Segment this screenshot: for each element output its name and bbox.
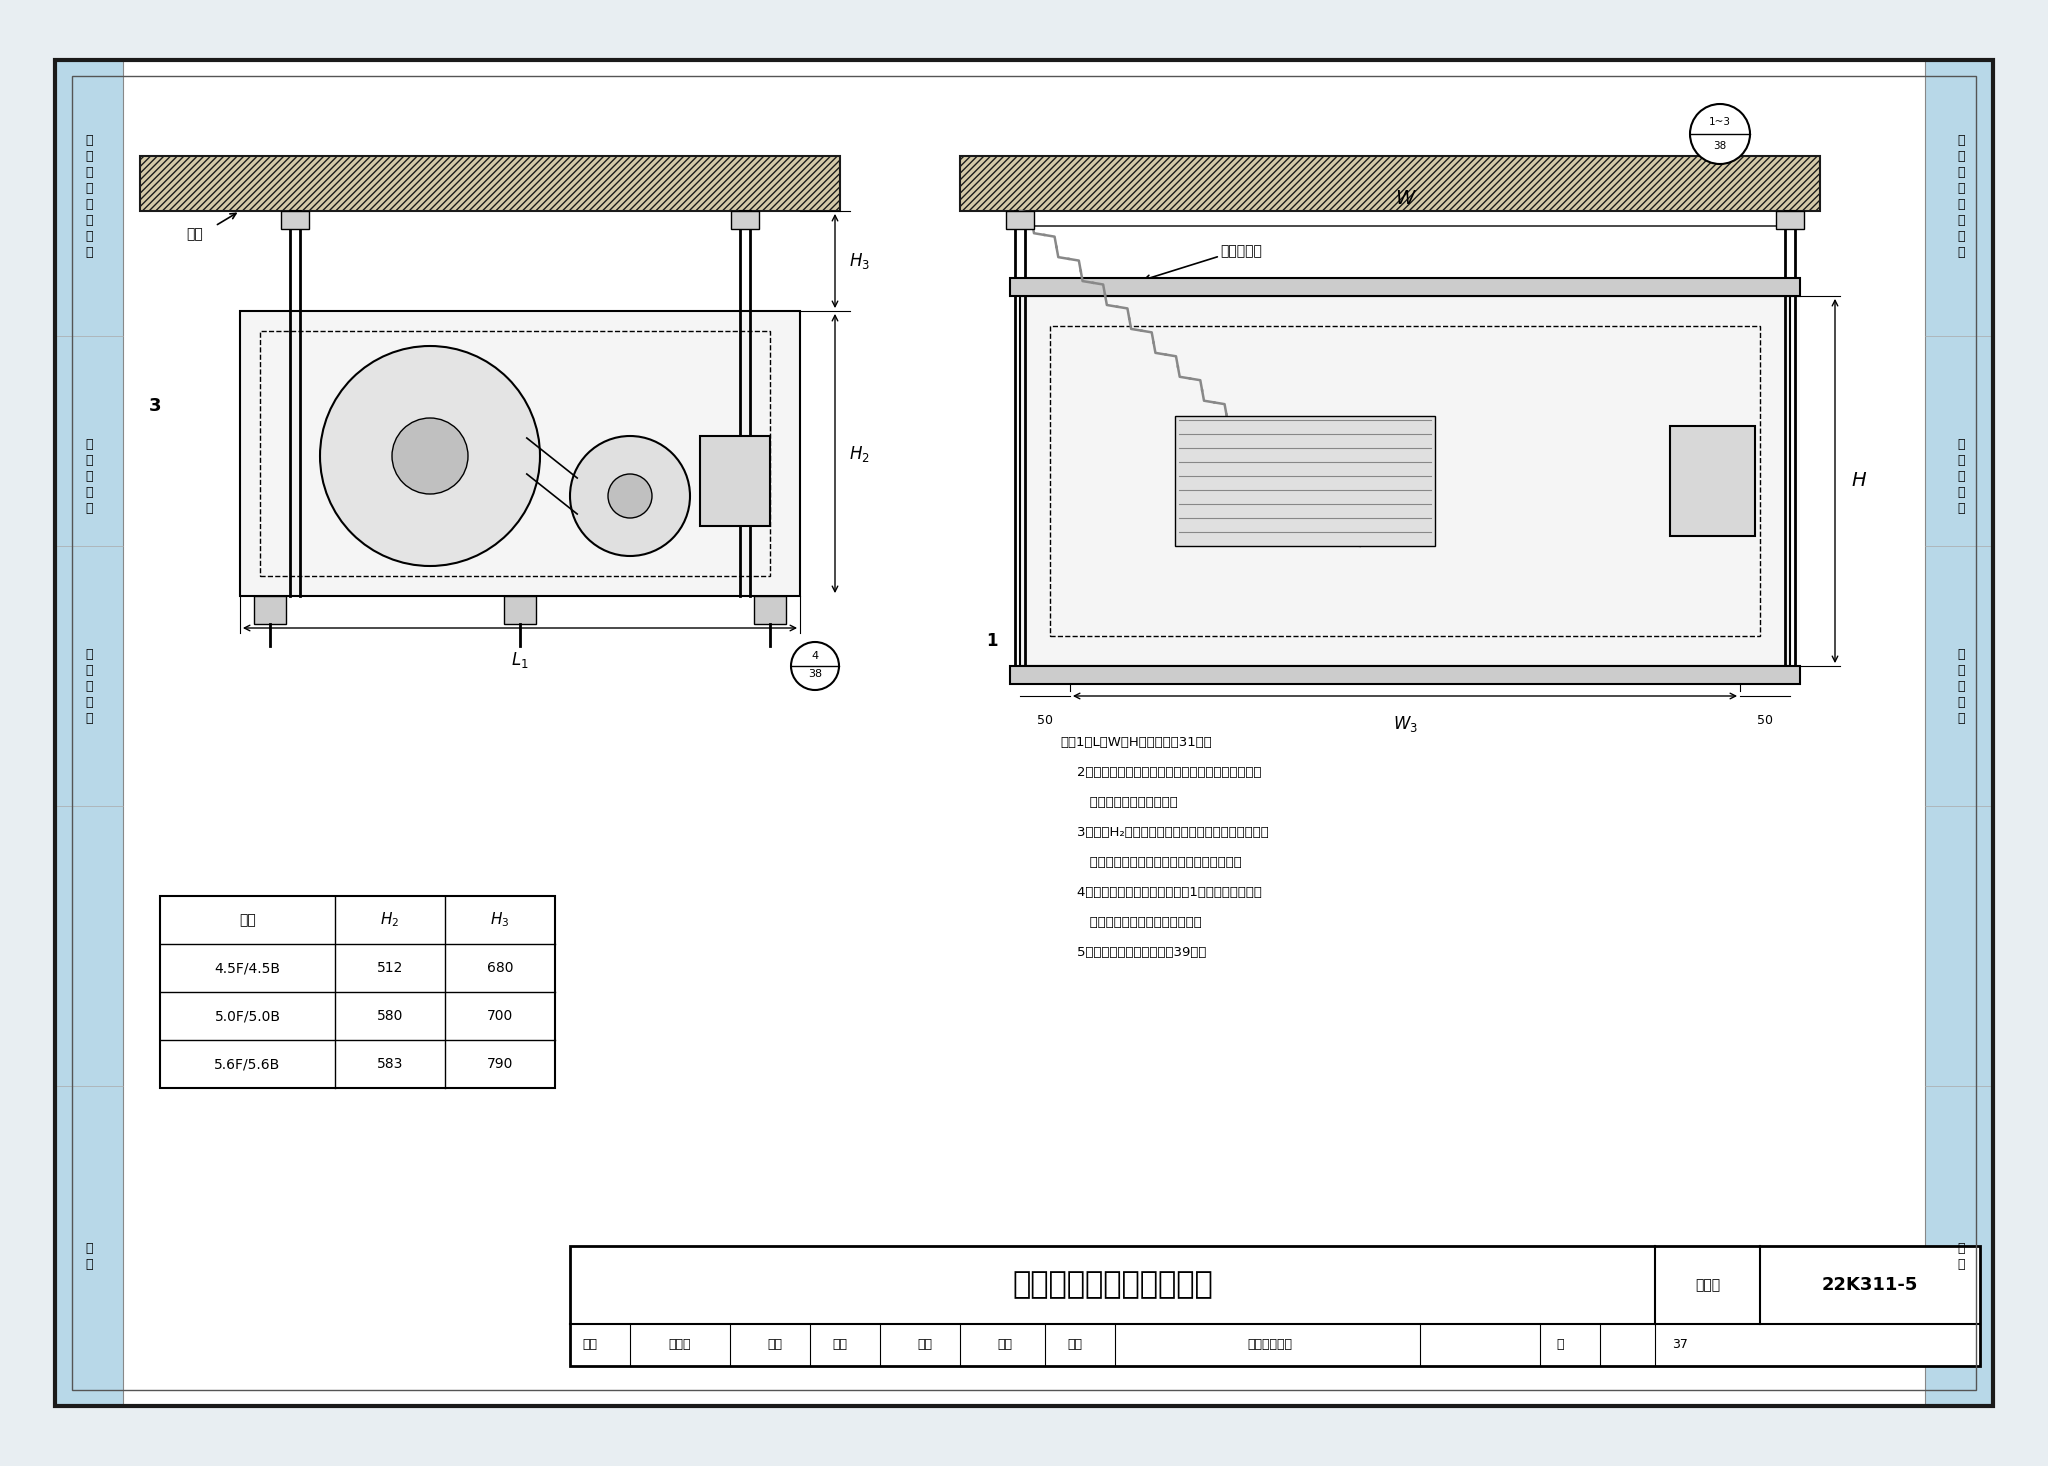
Text: 设计: 设计 — [1067, 1338, 1083, 1352]
Bar — [1010, 666, 1800, 685]
Text: 4.5F/4.5B: 4.5F/4.5B — [215, 962, 281, 975]
Text: 38: 38 — [1714, 141, 1726, 151]
Text: 50: 50 — [1036, 714, 1053, 727]
Circle shape — [569, 435, 690, 556]
Text: 根据工程实际情况确定。: 根据工程实际情况确定。 — [1061, 796, 1178, 809]
Text: 5.0F/5.0B: 5.0F/5.0B — [215, 1009, 281, 1023]
Text: 3．表中H₂为最小尺寸，最大尺寸根据成品抗震斜撑: 3．表中H₂为最小尺寸，最大尺寸根据成品抗震斜撑 — [1061, 825, 1270, 839]
Text: 杆材料、规格、长度及抗震设计综合确定。: 杆材料、规格、长度及抗震设计综合确定。 — [1061, 856, 1241, 869]
Text: 2．成品抗震斜撑杆的材料、规格、长度由设计人员: 2．成品抗震斜撑杆的材料、规格、长度由设计人员 — [1061, 767, 1262, 778]
Text: 防
排
烟
风
管: 防 排 烟 风 管 — [1958, 648, 1964, 724]
Bar — [160, 896, 555, 1088]
Text: $H_3$: $H_3$ — [489, 910, 510, 929]
Text: W: W — [1395, 189, 1415, 208]
Text: 50: 50 — [1757, 714, 1774, 727]
Text: 4: 4 — [811, 651, 819, 661]
Text: 583: 583 — [377, 1057, 403, 1072]
Text: 700: 700 — [487, 1009, 514, 1023]
Text: 附
录: 附 录 — [1958, 1242, 1964, 1271]
Text: 580: 580 — [377, 1009, 403, 1023]
Bar — [55, 60, 123, 1406]
Bar — [139, 155, 840, 211]
Text: 790: 790 — [487, 1057, 514, 1072]
Bar — [1020, 296, 1790, 666]
Circle shape — [791, 642, 840, 690]
Text: 页: 页 — [1556, 1338, 1565, 1352]
Bar — [254, 597, 287, 625]
Bar — [1010, 279, 1800, 296]
Bar — [569, 1246, 1980, 1366]
Bar — [1776, 211, 1804, 229]
Text: 5.6F/5.6B: 5.6F/5.6B — [215, 1057, 281, 1072]
Text: 注：1．L、W、H的尺寸见第31页。: 注：1．L、W、H的尺寸见第31页。 — [1061, 736, 1212, 749]
Text: 消
防
排
烟
风
机
安
装: 消 防 排 烟 风 机 安 装 — [86, 133, 92, 258]
Text: 审核: 审核 — [582, 1338, 598, 1352]
Text: 离心式排烟风机槽钢吊装: 离心式排烟风机槽钢吊装 — [1012, 1271, 1212, 1299]
Text: 他形式需要设计人员进行复核。: 他形式需要设计人员进行复核。 — [1061, 916, 1202, 929]
Bar — [1925, 60, 1993, 1406]
Text: 附
录: 附 录 — [86, 1242, 92, 1271]
Text: 楼板: 楼板 — [186, 227, 203, 240]
Bar — [504, 597, 537, 625]
Circle shape — [608, 474, 651, 517]
Text: 防
火
阀
安
装: 防 火 阀 安 装 — [1958, 437, 1964, 515]
Bar — [754, 597, 786, 625]
Text: 樊建勋: 樊建勋 — [670, 1338, 692, 1352]
Text: 比宝: 比宝 — [997, 1338, 1012, 1352]
Text: $W_3$: $W_3$ — [1393, 714, 1417, 734]
Text: $H_3$: $H_3$ — [850, 251, 870, 271]
Text: 680: 680 — [487, 962, 514, 975]
Text: 5．材料明细表见本图集第39页。: 5．材料明细表见本图集第39页。 — [1061, 946, 1206, 959]
Circle shape — [391, 418, 469, 494]
Text: 防
火
阀
安
装: 防 火 阀 安 装 — [86, 437, 92, 515]
Text: 张宽: 张宽 — [918, 1338, 932, 1352]
Text: $H_2$: $H_2$ — [850, 444, 870, 463]
Text: 3: 3 — [150, 397, 162, 415]
Text: 37: 37 — [1671, 1338, 1688, 1352]
Circle shape — [1690, 104, 1749, 164]
Bar — [961, 155, 1821, 211]
Bar — [700, 435, 770, 526]
Bar — [1006, 211, 1034, 229]
Text: 张欣然张绪基: 张欣然张绪基 — [1247, 1338, 1292, 1352]
Bar — [1051, 325, 1759, 636]
Text: 1: 1 — [987, 632, 997, 649]
Bar — [72, 76, 1976, 1390]
Bar — [240, 311, 801, 597]
Bar — [260, 331, 770, 576]
Circle shape — [319, 346, 541, 566]
Bar — [1176, 416, 1436, 545]
Text: 龙翰: 龙翰 — [768, 1338, 782, 1352]
Text: 消
防
排
烟
风
机
安
装: 消 防 排 烟 风 机 安 装 — [1958, 133, 1964, 258]
Text: $L_1$: $L_1$ — [512, 649, 528, 670]
Text: H: H — [1851, 472, 1866, 491]
Bar — [731, 211, 760, 229]
Text: 抗震斜撑杆: 抗震斜撑杆 — [1221, 243, 1262, 258]
Text: 1~3: 1~3 — [1708, 117, 1731, 128]
Text: 机号: 机号 — [240, 913, 256, 927]
Bar — [1669, 427, 1755, 537]
Text: 防
排
烟
风
管: 防 排 烟 风 管 — [86, 648, 92, 724]
Text: $H_2$: $H_2$ — [381, 910, 399, 929]
Text: 22K311-5: 22K311-5 — [1823, 1275, 1919, 1294]
Bar — [281, 211, 309, 229]
Text: 512: 512 — [377, 962, 403, 975]
Text: 38: 38 — [809, 668, 821, 679]
Text: 4．本图集以进、出风口位置图1为例进行设计，其: 4．本图集以进、出风口位置图1为例进行设计，其 — [1061, 885, 1262, 899]
Text: 校对: 校对 — [831, 1338, 848, 1352]
Text: 图集号: 图集号 — [1696, 1278, 1720, 1292]
